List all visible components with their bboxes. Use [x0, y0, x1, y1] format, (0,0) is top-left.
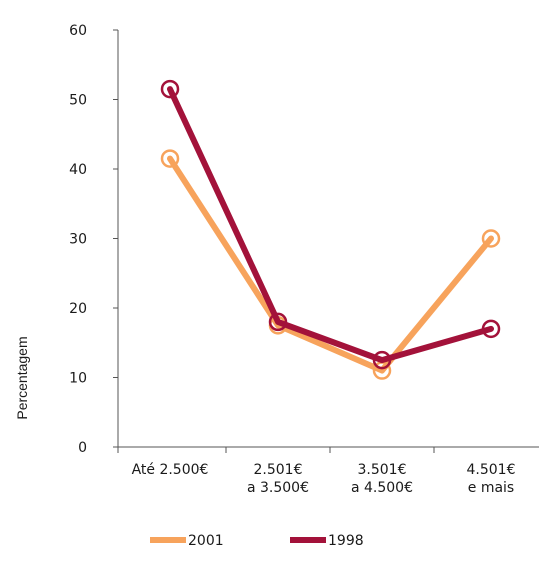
axes: 0 10 20 30 40 50 60 Até 2.500€ 2.501€ a 3.500€ 3.5…: [69, 23, 539, 496]
legend-label-2001: 2001: [188, 533, 224, 549]
x-tick-label: 3.501€ a 4.500€: [351, 462, 413, 496]
series-line-2001: [167, 155, 494, 374]
y-tick-label: 20: [69, 301, 87, 317]
y-tick-label: 50: [69, 93, 87, 109]
data-point-1998: [481, 319, 501, 339]
y-tick-label: 40: [69, 162, 87, 178]
series-line-1998: [167, 86, 494, 364]
x-tick-label: 2.501€ a 3.500€: [247, 462, 309, 496]
y-axis-title: Percentagem: [14, 336, 30, 419]
data-point-2001: [481, 229, 501, 248]
y-tick-label: 0: [78, 440, 87, 456]
legend-label-1998: 1998: [328, 533, 364, 549]
data-point-1998: [268, 312, 288, 332]
data-point-1998: [372, 350, 392, 370]
data-point-2001: [160, 149, 180, 168]
legend: 2001 1998: [150, 533, 364, 549]
y-tick-label: 10: [69, 371, 87, 387]
series-layer: [160, 79, 501, 380]
y-tick-label: 60: [69, 23, 87, 39]
y-tick-label: 30: [69, 232, 87, 248]
data-point-1998: [160, 79, 180, 99]
x-tick-label: Até 2.500€: [132, 462, 209, 478]
x-tick-label: 4.501€ e mais: [467, 462, 516, 496]
